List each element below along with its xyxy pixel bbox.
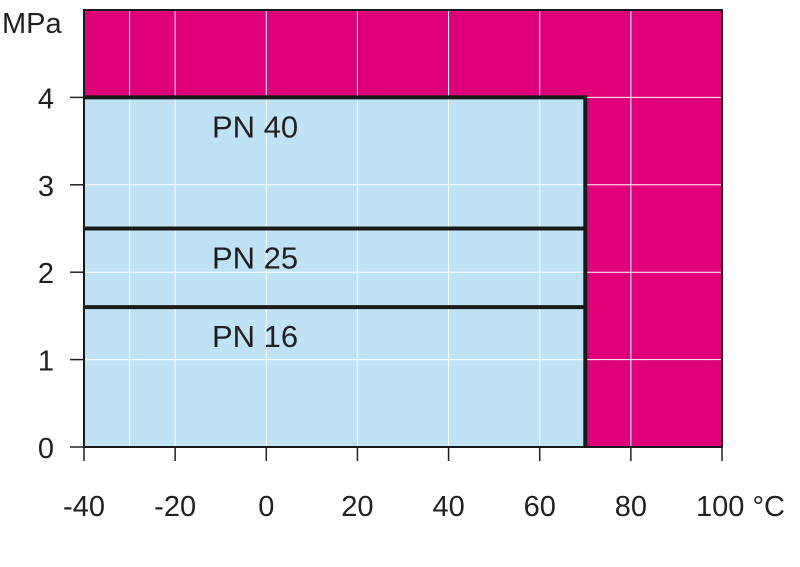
series-label: PN 25 [212, 241, 298, 276]
x-tick-label: 100 °C [696, 491, 785, 523]
series-label: PN 16 [212, 319, 298, 354]
x-tick-label: -40 [63, 491, 105, 523]
y-tick-label: 4 [38, 83, 54, 115]
x-tick-label: 20 [341, 491, 373, 523]
y-tick-label: 0 [38, 433, 54, 465]
series-label: PN 40 [212, 109, 298, 144]
y-tick-label: 1 [38, 346, 54, 378]
y-tick-label: 2 [38, 258, 54, 290]
y-tick-label: 3 [38, 171, 54, 203]
x-tick-label: -20 [154, 491, 196, 523]
x-tick-label: 0 [258, 491, 274, 523]
plot-area: PN 40 PN 25 PN 16 0 1 2 3 4 -40 -20 0 20 40 60 80 100 °… [38, 9, 785, 523]
y-axis-label: MPa [2, 8, 63, 40]
x-tick-label: 80 [615, 491, 647, 523]
plot-frame [83, 9, 723, 448]
x-tick-label: 60 [524, 491, 556, 523]
x-tick-label: 40 [432, 491, 464, 523]
